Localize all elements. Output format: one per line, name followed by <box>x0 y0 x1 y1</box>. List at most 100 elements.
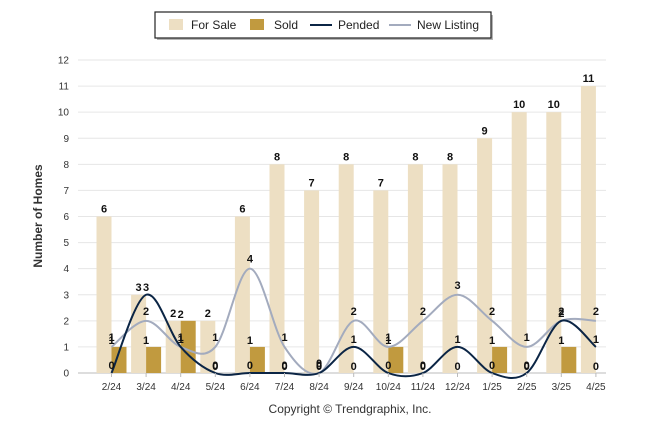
data-label-new-listing: 2 <box>558 306 564 318</box>
data-label-for-sale: 10 <box>548 99 560 111</box>
x-tick-label: 2/24 <box>102 382 122 393</box>
data-label-for-sale: 2 <box>205 308 211 320</box>
data-label-pended: 1 <box>454 334 460 346</box>
line-new-listing <box>110 267 596 375</box>
bar-for-sale <box>96 216 112 373</box>
data-label-new-listing: 0 <box>316 358 322 370</box>
y-tick-label: 10 <box>58 108 70 119</box>
data-label-sold: 1 <box>108 335 114 347</box>
x-tick-label: 11/24 <box>411 382 436 393</box>
data-label-pended: 0 <box>316 360 322 372</box>
x-tick-labels: 2/24 3/24 4/24 5/24 6/24 7/24 8/24 9/24 10/24 11/… <box>102 373 606 393</box>
data-label-new-listing: 2 <box>593 306 599 318</box>
data-label-new-listing: 1 <box>108 332 114 344</box>
data-label-pended: 3 <box>143 282 149 294</box>
bar-for-sale <box>511 112 527 374</box>
data-label-for-sale: 8 <box>274 151 280 163</box>
x-tick-label: 2/25 <box>517 382 537 393</box>
bar-for-sale <box>580 86 596 373</box>
x-tick-label: 6/24 <box>240 382 260 393</box>
x-tick-label: 1/25 <box>482 382 502 393</box>
bars <box>96 86 596 374</box>
data-label-pended: 1 <box>351 334 357 346</box>
bar-for-sale <box>338 164 354 373</box>
y-tick-label: 6 <box>63 212 69 223</box>
bar-for-sale <box>477 138 493 373</box>
data-label-new-listing: 2 <box>351 306 357 318</box>
data-label-sold: 0 <box>351 361 357 373</box>
x-tick-label: 12/24 <box>445 382 470 393</box>
data-label-for-sale: 7 <box>378 177 384 189</box>
legend-label-pended: Pended <box>338 18 379 32</box>
data-label-pended: 1 <box>593 334 599 346</box>
data-label-sold: 0 <box>593 361 599 373</box>
y-tick-label: 9 <box>63 134 69 145</box>
data-label-sold: 1 <box>247 335 253 347</box>
x-tick-label: 3/24 <box>136 382 156 393</box>
legend-label-for-sale: For Sale <box>191 18 237 32</box>
bar-for-sale <box>373 190 389 373</box>
data-label-pended: 0 <box>212 360 218 372</box>
x-tick-label: 3/25 <box>552 382 572 393</box>
data-label-sold: 1 <box>385 335 391 347</box>
lines <box>110 267 597 379</box>
data-label-new-listing: 1 <box>524 332 530 344</box>
bar-sold <box>249 346 265 373</box>
data-label-for-sale: 6 <box>239 204 245 216</box>
data-label-pended: 0 <box>489 360 495 372</box>
bar-sold <box>180 320 196 373</box>
data-label-sold: 1 <box>558 335 564 347</box>
data-label-for-sale: 6 <box>101 204 107 216</box>
bar-for-sale <box>407 164 423 373</box>
bar-sold <box>146 346 162 373</box>
data-label-new-listing: 1 <box>212 332 218 344</box>
data-label-sold: 0 <box>212 361 218 373</box>
data-label-for-sale: 8 <box>343 151 349 163</box>
copyright-credit: Copyright © Trendgraphix, Inc. <box>269 402 432 416</box>
y-tick-label: 2 <box>63 316 69 327</box>
x-tick-label: 4/25 <box>586 382 606 393</box>
data-label-for-sale: 7 <box>309 177 315 189</box>
y-tick-label: 4 <box>63 264 69 275</box>
x-tick-label: 8/24 <box>309 382 329 393</box>
data-label-for-sale: 10 <box>513 99 525 111</box>
data-label-sold: 2 <box>178 309 184 321</box>
data-label-pended: 0 <box>281 360 287 372</box>
bar-sold <box>492 346 508 373</box>
x-tick-label: 7/24 <box>275 382 295 393</box>
bar-sold <box>388 346 404 373</box>
bar-for-sale <box>442 164 458 373</box>
line-pended <box>110 293 597 379</box>
data-label-sold: 0 <box>420 361 426 373</box>
legend: For Sale Sold Pended New Listing <box>154 11 493 40</box>
data-label-sold: 1 <box>489 335 495 347</box>
data-label-for-sale: 9 <box>482 125 488 137</box>
data-label-new-listing: 1 <box>281 332 287 344</box>
data-label-sold: 1 <box>143 335 149 347</box>
legend-label-sold: Sold <box>274 18 298 32</box>
data-label-pended: 0 <box>420 360 426 372</box>
x-tick-label: 4/24 <box>171 382 191 393</box>
data-label-pended: 0 <box>247 360 253 372</box>
bar-for-sale <box>131 294 147 373</box>
bar-for-sale <box>165 320 181 373</box>
data-label-sold: 0 <box>316 361 322 373</box>
y-tick-label: 3 <box>63 290 69 301</box>
legend-label-new-listing: New Listing <box>417 18 479 32</box>
data-label-new-listing: 2 <box>489 306 495 318</box>
y-axis-label: Number of Homes <box>31 164 45 268</box>
y-tick-label: 8 <box>63 160 69 171</box>
data-label-new-listing: 1 <box>178 332 184 344</box>
data-label-new-listing: 3 <box>454 280 460 292</box>
data-label-pended: 0 <box>524 360 530 372</box>
x-tick-label: 5/24 <box>206 382 226 393</box>
data-label-pended: 2 <box>558 308 564 320</box>
bar-for-sale <box>546 112 562 374</box>
data-label-for-sale: 8 <box>447 151 453 163</box>
y-tick-label: 0 <box>63 369 69 380</box>
data-label-pended: 1 <box>178 334 184 346</box>
data-label-sold: 0 <box>454 361 460 373</box>
